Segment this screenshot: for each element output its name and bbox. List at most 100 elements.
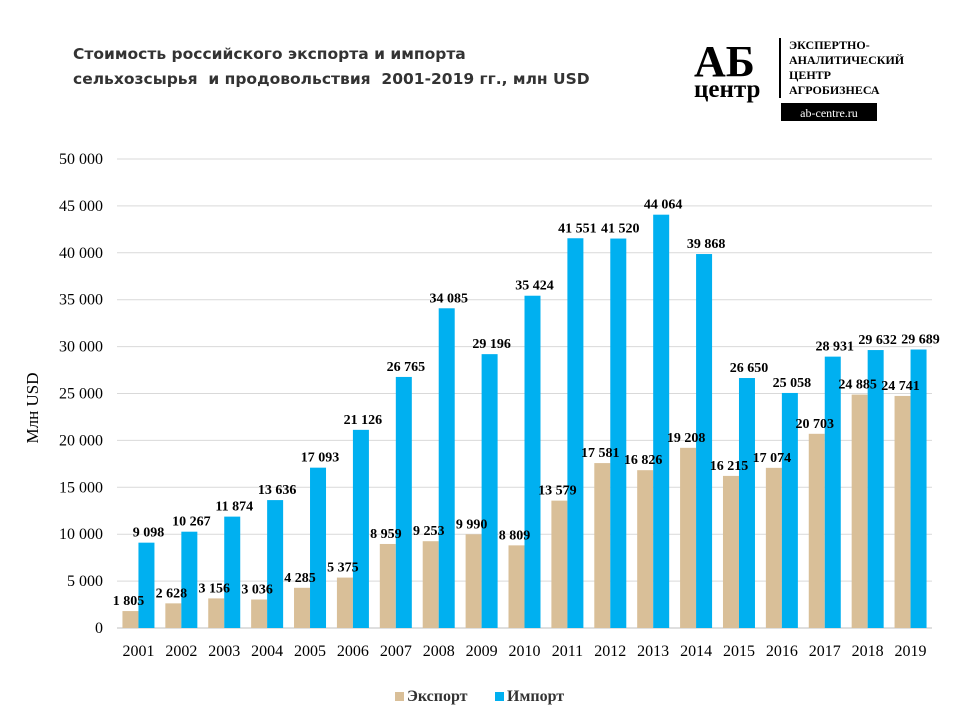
export-data-label: 4 285: [284, 571, 316, 586]
y-tick-label: 40 000: [59, 245, 103, 262]
export-data-label: 1 805: [113, 594, 145, 609]
logo-line-4: АГРОБИЗНЕСА: [789, 83, 880, 97]
x-tick-label: 2019: [895, 643, 927, 660]
export-data-label: 5 375: [327, 561, 359, 576]
x-tick-label: 2004: [251, 643, 283, 660]
export-data-label: 9 990: [456, 517, 488, 532]
logo-url-box: [781, 103, 877, 121]
y-tick-label: 30 000: [59, 339, 103, 356]
legend-label-import: Импорт: [507, 688, 564, 705]
export-bar: [808, 433, 825, 628]
import-bar: [224, 516, 241, 628]
export-data-label: 3 036: [241, 583, 273, 598]
logo-line-1: ЭКСПЕРТНО-: [789, 38, 870, 52]
export-bar: [336, 577, 353, 628]
export-bar: [465, 534, 482, 628]
ab-centre-logo: АБ центр ЭКСПЕРТНО- АНАЛИТИЧЕСКИЙ ЦЕНТР …: [694, 37, 905, 121]
legend-swatch-import: [495, 692, 504, 701]
x-tick-label: 2008: [423, 643, 455, 660]
import-data-label: 28 931: [816, 340, 855, 355]
export-bar: [422, 541, 439, 628]
export-bar: [551, 500, 568, 628]
y-tick-label: 0: [95, 620, 103, 637]
import-data-label: 41 520: [601, 222, 640, 237]
import-bar: [610, 238, 627, 628]
import-data-label: 9 098: [133, 526, 165, 541]
import-bar: [310, 467, 327, 628]
export-bar: [680, 447, 697, 628]
y-tick-label: 20 000: [59, 432, 103, 449]
y-tick-label: 35 000: [59, 292, 103, 309]
import-bar: [910, 349, 927, 628]
import-bar: [567, 238, 584, 628]
x-tick-label: 2005: [294, 643, 326, 660]
export-data-label: 9 253: [413, 524, 445, 539]
x-tick-label: 2010: [509, 643, 541, 660]
export-data-label: 20 703: [796, 417, 835, 432]
import-data-label: 35 424: [515, 279, 554, 294]
import-data-label: 26 765: [387, 360, 426, 375]
export-data-label: 24 741: [881, 379, 920, 394]
y-tick-label: 10 000: [59, 526, 103, 543]
export-bar: [637, 470, 654, 628]
y-tick-label: 50 000: [59, 151, 103, 168]
export-data-label: 17 074: [753, 451, 792, 466]
x-tick-label: 2011: [552, 643, 583, 660]
import-bar: [696, 254, 713, 629]
import-data-label: 25 058: [773, 376, 812, 391]
export-bar: [122, 611, 139, 628]
logo-line-2: АНАЛИТИЧЕСКИЙ: [789, 53, 905, 67]
import-data-label: 41 551: [558, 221, 597, 236]
import-bar: [352, 429, 369, 628]
x-tick-label: 2018: [852, 643, 884, 660]
import-data-label: 44 064: [644, 198, 683, 213]
export-bar: [765, 467, 782, 628]
legend-label-export: Экспорт: [407, 688, 468, 705]
export-bar: [851, 394, 868, 628]
export-bar: [208, 598, 225, 628]
logo-url: ab-centre.ru: [800, 106, 858, 120]
logo-line-3: ЦЕНТР: [789, 68, 831, 82]
x-tick-label: 2009: [466, 643, 498, 660]
x-tick-label: 2003: [208, 643, 240, 660]
x-tick-label: 2007: [380, 643, 412, 660]
export-data-label: 8 809: [499, 528, 531, 543]
import-data-label: 29 632: [858, 333, 897, 348]
legend-swatch-export: [395, 692, 404, 701]
y-axis-label: Млн USD: [23, 373, 42, 444]
logo-divider: [779, 38, 781, 98]
import-bar: [738, 378, 755, 628]
x-tick-label: 2002: [165, 643, 197, 660]
import-bar: [824, 356, 841, 628]
export-data-label: 3 156: [198, 581, 230, 596]
import-data-label: 29 689: [901, 333, 940, 348]
x-tick-label: 2006: [337, 643, 369, 660]
chart-title: Стоимость российского экспорта и импорта…: [73, 42, 590, 92]
export-bar: [508, 545, 525, 628]
import-data-label: 26 650: [730, 361, 769, 376]
import-bar: [867, 350, 884, 628]
export-bar: [165, 603, 182, 628]
import-bar: [781, 392, 798, 628]
export-data-label: 17 581: [581, 446, 620, 461]
import-data-label: 13 636: [258, 483, 297, 498]
export-bar: [379, 543, 396, 628]
import-bar: [481, 354, 498, 628]
import-data-label: 29 196: [472, 337, 511, 352]
import-bar: [138, 542, 155, 628]
y-tick-label: 45 000: [59, 198, 103, 215]
logo-mark-top: АБ: [694, 37, 755, 86]
y-tick-label: 15 000: [59, 479, 103, 496]
export-bar: [251, 599, 268, 628]
import-bar: [181, 531, 198, 628]
import-bar: [524, 295, 541, 628]
export-data-label: 13 579: [538, 484, 577, 499]
legend: Экспорт Импорт: [395, 688, 564, 705]
export-data-label: 19 208: [667, 431, 706, 446]
y-tick-label: 5 000: [67, 573, 103, 590]
import-bar: [395, 376, 412, 628]
export-bar: [894, 395, 911, 628]
export-bar: [294, 587, 311, 628]
export-bar: [722, 475, 739, 628]
